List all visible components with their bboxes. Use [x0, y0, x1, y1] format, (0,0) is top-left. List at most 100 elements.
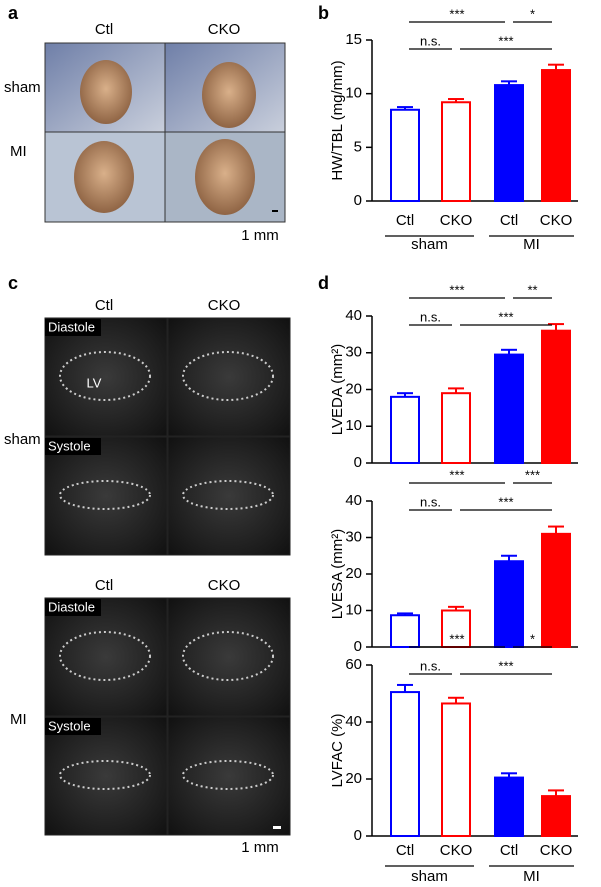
phase-label: Systole [48, 718, 91, 733]
panel-label: d [318, 273, 329, 293]
bar [494, 353, 524, 464]
y-tick-label: 60 [345, 656, 362, 673]
lv-outline [182, 480, 274, 510]
bar [390, 395, 420, 465]
column-label: Ctl [95, 577, 113, 594]
lv-outline [182, 760, 274, 790]
panel-label: a [8, 3, 19, 23]
scale-label: 1 mm [241, 839, 279, 856]
group-label: sham [411, 236, 448, 253]
y-axis-label: LVEDA (mm²) [329, 344, 346, 435]
lv-outline [182, 351, 274, 401]
panel-label: b [318, 3, 329, 23]
ultrasound-image [44, 597, 168, 717]
ultrasound-image [44, 436, 168, 556]
lv-outline [182, 631, 274, 681]
group-label: MI [523, 868, 540, 885]
heart-photos [44, 42, 286, 223]
x-tick-label: Ctl [500, 212, 518, 229]
x-tick-label: Ctl [500, 842, 518, 859]
significance-label: *** [449, 467, 464, 482]
x-tick-label: Ctl [396, 842, 414, 859]
significance-label: n.s. [420, 309, 441, 324]
y-tick-label: 20 [345, 565, 362, 582]
x-tick-label: CKO [540, 842, 573, 859]
phase-box [45, 599, 101, 616]
y-tick-label: 10 [345, 601, 362, 618]
y-tick-label: 10 [345, 85, 362, 102]
bar [494, 84, 524, 202]
ultrasound-image [167, 716, 291, 836]
column-label: CKO [208, 297, 241, 314]
bar [541, 69, 571, 203]
significance-label: *** [449, 631, 464, 646]
phase-label: Diastole [48, 319, 95, 334]
bar [541, 329, 571, 465]
y-tick-label: 5 [354, 138, 362, 155]
phase-box [45, 718, 101, 735]
y-tick-label: 0 [354, 638, 362, 655]
lv-outline [59, 631, 151, 681]
lv-outline [59, 351, 151, 401]
group-label: MI [523, 236, 540, 253]
ultrasound-image [167, 317, 291, 437]
y-tick-label: 40 [345, 492, 362, 509]
bar [390, 614, 420, 648]
x-tick-label: CKO [540, 212, 573, 229]
phase-box [45, 438, 101, 455]
significance-label: n.s. [420, 33, 441, 48]
column-label: CKO [208, 21, 241, 38]
y-tick-label: 10 [345, 417, 362, 434]
x-tick-label: Ctl [396, 212, 414, 229]
phase-label: Systole [48, 438, 91, 453]
y-tick-label: 20 [345, 380, 362, 397]
significance-label: *** [449, 282, 464, 297]
y-tick-label: 30 [345, 344, 362, 361]
row-label: MI [10, 711, 27, 728]
y-axis-label: LVFAC (%) [329, 714, 346, 788]
column-label: CKO [208, 577, 241, 594]
significance-label: *** [498, 658, 513, 673]
column-label: Ctl [95, 21, 113, 38]
y-tick-label: 20 [345, 770, 362, 787]
significance-label: n.s. [420, 658, 441, 673]
y-tick-label: 15 [345, 31, 362, 48]
x-tick-label: CKO [440, 842, 473, 859]
bar [541, 795, 571, 837]
scale-bar [273, 826, 281, 829]
significance-label: * [530, 631, 535, 646]
significance-label: n.s. [420, 494, 441, 509]
ultrasound-image [167, 436, 291, 556]
group-label: sham [411, 868, 448, 885]
panel-label: c [8, 273, 18, 293]
y-tick-label: 30 [345, 528, 362, 545]
bar [390, 108, 420, 202]
row-label: MI [10, 143, 27, 160]
lv-outline [59, 760, 151, 790]
echo-images: Diastole Systole Diastole Systole [44, 317, 291, 836]
y-tick-label: 0 [354, 827, 362, 844]
significance-label: *** [449, 6, 464, 21]
bar [541, 532, 571, 648]
x-tick-label: CKO [440, 212, 473, 229]
row-label: sham [4, 431, 41, 448]
bar [441, 101, 471, 202]
scale-label: 1 mm [241, 227, 279, 244]
row-label: sham [4, 79, 41, 96]
significance-label: *** [498, 494, 513, 509]
bar [441, 392, 471, 464]
phase-label: Diastole [48, 599, 95, 614]
bar [441, 702, 471, 837]
y-tick-label: 0 [354, 454, 362, 471]
lv-label: LV [87, 375, 102, 390]
significance-label: ** [527, 282, 537, 297]
significance-label: *** [498, 309, 513, 324]
y-tick-label: 0 [354, 192, 362, 209]
ultrasound-image [167, 597, 291, 717]
bar [390, 691, 420, 838]
significance-label: *** [525, 467, 540, 482]
ultrasound-image [44, 716, 168, 836]
significance-label: * [530, 6, 535, 21]
phase-box [45, 319, 101, 336]
